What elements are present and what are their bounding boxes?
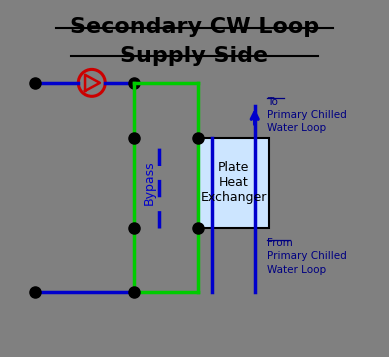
Text: Secondary CW Loop: Secondary CW Loop [70, 17, 319, 37]
Bar [198, 138, 269, 228]
Text: Supply Side: Supply Side [121, 46, 268, 66]
Text: To
Primary Chilled
Water Loop: To Primary Chilled Water Loop [267, 96, 347, 133]
Text: Plate
Heat
Exchanger: Plate Heat Exchanger [200, 161, 266, 205]
Text: From
Primary Chilled
Water Loop: From Primary Chilled Water Loop [267, 238, 347, 275]
Text: Bypass: Bypass [143, 161, 156, 205]
